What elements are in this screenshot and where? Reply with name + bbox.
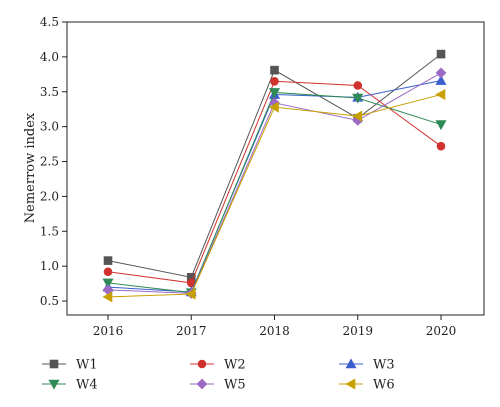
- data-point: [436, 49, 446, 59]
- data-point: [352, 110, 363, 122]
- data-point: [435, 74, 447, 85]
- legend-item-w1: W1: [42, 358, 98, 373]
- series-w2: [103, 76, 446, 288]
- y-tick-label: 1.5: [40, 224, 59, 238]
- legend-label: W2: [224, 358, 246, 373]
- legend-label: W4: [76, 378, 98, 393]
- x-tick-label: 2019: [342, 324, 373, 338]
- legend-marker: [345, 378, 356, 390]
- legend-label: W6: [373, 378, 395, 393]
- data-point: [352, 93, 364, 104]
- data-point: [435, 89, 446, 101]
- legend-item-w3: W3: [339, 358, 395, 373]
- legend-label: W1: [76, 358, 98, 373]
- series-line: [107, 80, 442, 293]
- y-tick-label: 3.5: [40, 85, 59, 99]
- data-point: [103, 267, 113, 277]
- y-axis-title: Nemerrow index: [23, 112, 38, 223]
- series-line: [107, 80, 442, 284]
- y-tick-label: 1.0: [40, 259, 59, 273]
- legend-marker: [49, 359, 59, 369]
- data-point: [436, 141, 446, 151]
- data-point: [270, 65, 279, 75]
- data-point: [268, 88, 281, 99]
- legend: W1 W2 W3 W4 W5 W6: [42, 358, 395, 393]
- legend-marker: [345, 358, 357, 369]
- series-w5: [102, 67, 447, 299]
- series-line: [107, 94, 442, 298]
- legend-marker: [48, 379, 60, 390]
- series-layer: [102, 49, 447, 303]
- y-tick-label: 4.0: [40, 50, 59, 64]
- y-tick-label: 2.0: [40, 189, 59, 203]
- legend-item-w5: W5: [190, 378, 246, 393]
- data-point: [102, 278, 114, 289]
- data-point: [435, 120, 447, 131]
- series-w6: [102, 89, 446, 303]
- legend-item-w4: W4: [42, 378, 98, 393]
- data-point: [268, 101, 279, 113]
- data-point: [103, 256, 113, 265]
- data-point: [102, 291, 113, 303]
- data-point: [435, 67, 447, 79]
- x-tick-label: 2016: [93, 324, 124, 338]
- series-line: [107, 91, 442, 294]
- y-axis: 0.5 1.0 1.5 2.0 2.5 3.0 3.5 4.0 4.5: [40, 15, 67, 308]
- legend-marker: [197, 359, 207, 369]
- x-tick-label: 2020: [426, 324, 457, 338]
- data-point: [270, 76, 279, 86]
- legend-item-w2: W2: [190, 358, 246, 373]
- plot-frame: [66, 21, 485, 316]
- y-tick-label: 4.5: [40, 15, 59, 29]
- data-point: [353, 81, 363, 90]
- legend-label: W3: [373, 358, 395, 373]
- x-tick-label: 2018: [259, 324, 290, 338]
- data-point: [185, 288, 196, 300]
- series-w4: [102, 88, 447, 299]
- legend-item-w6: W6: [339, 378, 395, 393]
- legend-marker: [196, 378, 208, 390]
- x-axis: 2016 2017 2018 2019 2020: [93, 315, 457, 338]
- y-tick-label: 2.5: [40, 155, 59, 169]
- y-tick-label: 3.0: [40, 120, 59, 134]
- series-line: [107, 53, 442, 278]
- legend-label: W5: [224, 378, 246, 393]
- y-tick-label: 0.5: [40, 294, 59, 308]
- x-tick-label: 2017: [176, 324, 207, 338]
